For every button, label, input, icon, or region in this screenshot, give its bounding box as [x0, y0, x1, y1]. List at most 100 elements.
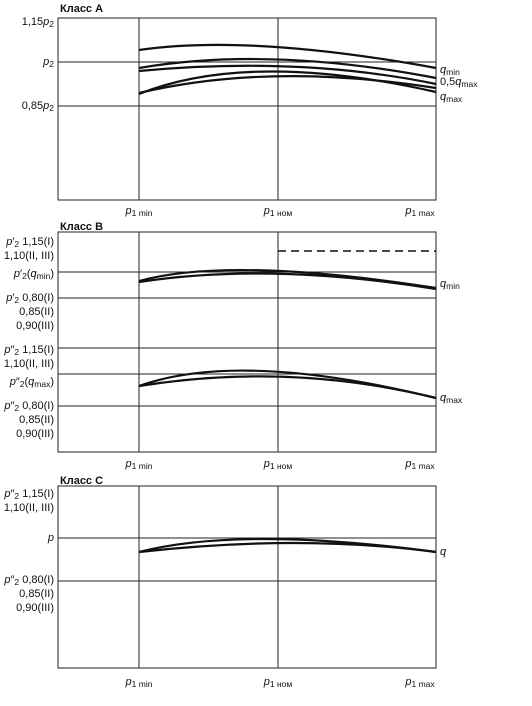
text-run: max	[446, 94, 463, 104]
text-run: 2	[14, 347, 19, 357]
text-run: 1 ном	[270, 208, 293, 218]
text-run: p	[263, 205, 270, 217]
y-label: p″2(qmax)	[9, 376, 54, 389]
text-run: q	[31, 268, 38, 280]
text-run: 0,85(II)	[19, 414, 54, 426]
text-run: ′	[12, 292, 14, 304]
y-label: p′2 0,80(I)	[5, 292, 54, 305]
text-run: 1 max	[411, 208, 435, 218]
text-run: 1 max	[411, 461, 435, 471]
panel-frame	[57, 485, 437, 669]
text-run: 2	[14, 577, 19, 587]
text-run: 1 ном	[270, 679, 293, 689]
x-label: p1 min	[125, 676, 153, 689]
x-label: p1 min	[125, 205, 153, 218]
curve	[138, 64, 437, 86]
text-run: p	[9, 376, 16, 388]
x-label: p1 ном	[263, 676, 293, 689]
y-label: p″2 0,80(I)	[3, 574, 54, 587]
text-run: p	[5, 292, 12, 304]
y-label: p2	[42, 56, 54, 69]
text-run: ″	[11, 344, 15, 356]
text-run: q	[440, 278, 447, 290]
curve-label: qmin	[440, 64, 460, 77]
text-run: 1,15	[22, 16, 43, 28]
text-run: 0,5	[440, 76, 455, 88]
x-label: p1 max	[404, 676, 435, 689]
panel-frame	[57, 17, 437, 201]
text-run: ′	[20, 268, 22, 280]
y-label: 0,85p2	[22, 100, 55, 113]
text-run: 0,90(III)	[16, 320, 54, 332]
text-run: 2	[14, 403, 19, 413]
curve-label: qmax	[440, 91, 463, 104]
y-label: 0,85(II)	[19, 306, 54, 318]
text-run: max	[461, 79, 478, 89]
x-label: p1 max	[404, 205, 435, 218]
y-label: 0,85(II)	[19, 414, 54, 426]
text-run: max	[446, 395, 463, 405]
y-label: p″2 1,15(I)	[3, 488, 54, 501]
curve-label: qmax	[440, 392, 463, 405]
text-run: 2	[49, 103, 54, 113]
text-run: 1,15(I)	[19, 488, 54, 500]
text-run: p	[3, 344, 10, 356]
text-run: (	[24, 376, 28, 388]
text-run: p	[125, 205, 132, 217]
x-label: p1 ном	[263, 458, 293, 471]
text-run: p	[404, 676, 411, 688]
text-run: min	[446, 281, 460, 291]
text-run: 2	[49, 59, 54, 69]
curve	[138, 57, 437, 80]
text-run: q	[440, 91, 447, 103]
curve-label: q	[440, 546, 447, 558]
text-run: ″	[11, 574, 15, 586]
panel-title: Класс A	[60, 3, 103, 15]
curve-label: 0,5qmax	[440, 76, 478, 89]
y-label: 1,10(II, III)	[4, 502, 54, 514]
y-label: 1,10(II, III)	[4, 250, 54, 262]
curve	[138, 375, 437, 400]
text-run: 1 min	[132, 461, 153, 471]
text-run: p	[3, 488, 10, 500]
text-run: p	[3, 400, 10, 412]
text-run: p	[13, 268, 20, 280]
panel-title: Класс B	[60, 221, 103, 233]
text-run: 0,90(III)	[16, 602, 54, 614]
text-run: q	[455, 76, 462, 88]
text-run: p	[404, 458, 411, 470]
text-run: 2	[14, 239, 19, 249]
text-run: 1,10(II, III)	[4, 502, 54, 514]
y-label: p	[47, 532, 54, 544]
text-run: 1,15(I)	[19, 344, 54, 356]
text-run: 1,10(II, III)	[4, 250, 54, 262]
text-run: p	[404, 205, 411, 217]
text-run: ″	[16, 376, 20, 388]
text-run: p	[5, 236, 12, 248]
text-run: 2	[49, 19, 54, 29]
text-run: 0,85(II)	[19, 306, 54, 318]
text-run: 1 min	[132, 208, 153, 218]
text-run: q	[440, 392, 447, 404]
text-run: min	[37, 271, 51, 281]
text-run: )	[50, 268, 54, 280]
curve	[138, 272, 437, 291]
panel-frame	[57, 231, 437, 453]
text-run: 0,85(II)	[19, 588, 54, 600]
curve	[138, 541, 437, 554]
text-run: p	[125, 676, 132, 688]
text-run: ″	[11, 488, 15, 500]
y-label: p′2(qmin)	[13, 268, 54, 281]
text-run: q	[440, 546, 447, 558]
x-label: p1 max	[404, 458, 435, 471]
y-label: p″2 0,80(I)	[3, 400, 54, 413]
x-label: p1 min	[125, 458, 153, 471]
text-run: 1,10(II, III)	[4, 358, 54, 370]
text-run: 1 ном	[270, 461, 293, 471]
text-run: max	[34, 379, 51, 389]
y-label: p″2 1,15(I)	[3, 344, 54, 357]
curve	[138, 268, 437, 290]
text-run: p	[3, 574, 10, 586]
text-run: 0,80(I)	[19, 292, 54, 304]
